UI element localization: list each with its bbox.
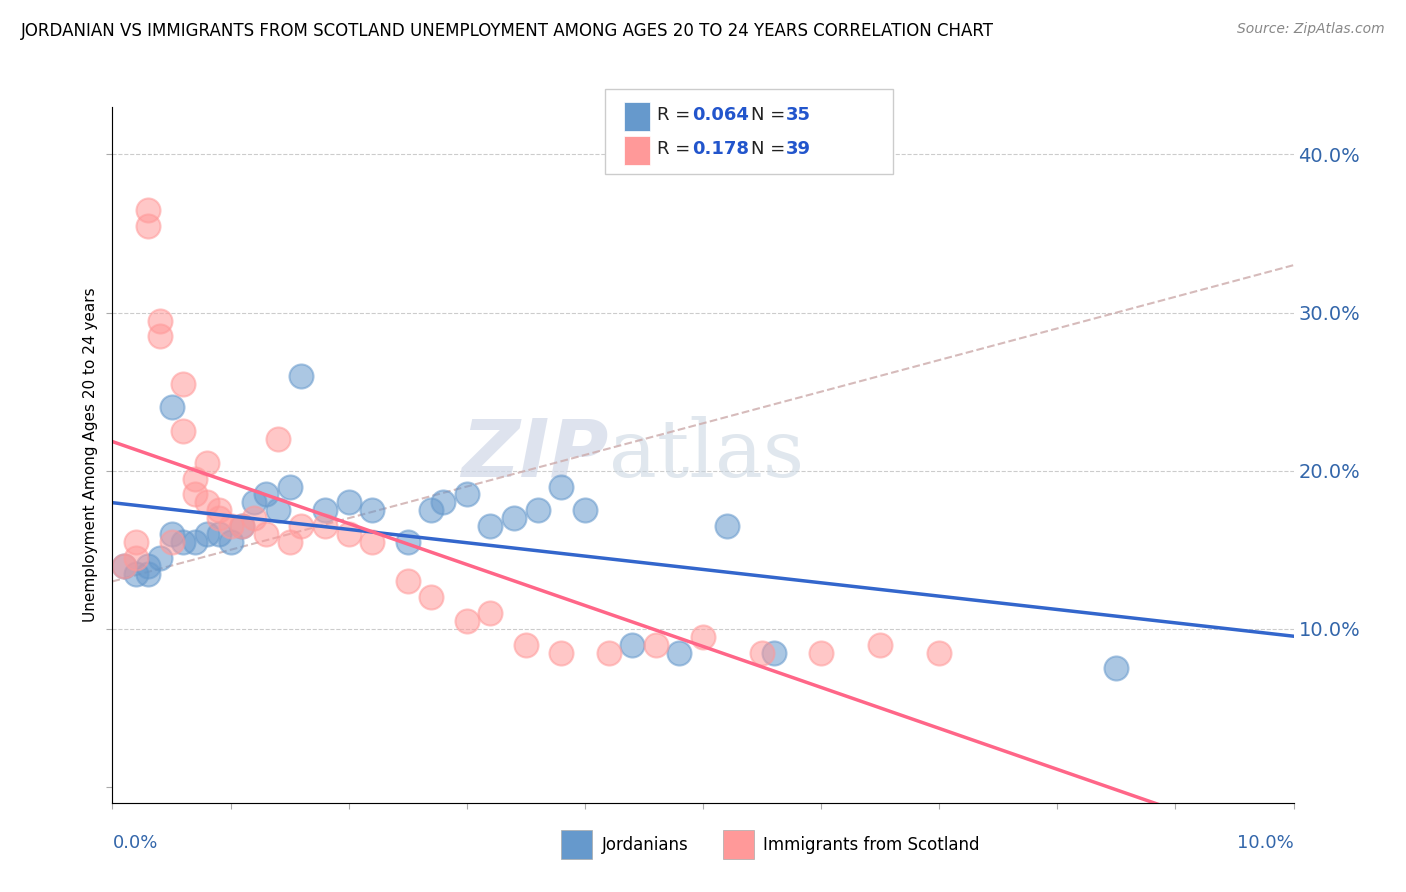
Point: [136, 219, 159, 233]
Point: [243, 511, 266, 525]
Point: [314, 503, 336, 517]
Point: [208, 503, 231, 517]
Point: [361, 534, 384, 549]
Point: [160, 527, 183, 541]
Point: [928, 646, 950, 660]
Text: N =: N =: [751, 140, 790, 158]
Point: [432, 495, 454, 509]
Point: [195, 456, 218, 470]
Point: [278, 479, 301, 493]
Text: Immigrants from Scotland: Immigrants from Scotland: [763, 836, 980, 854]
Point: [125, 566, 148, 581]
Point: [1105, 661, 1128, 675]
Point: [231, 519, 253, 533]
Point: [574, 503, 596, 517]
Text: JORDANIAN VS IMMIGRANTS FROM SCOTLAND UNEMPLOYMENT AMONG AGES 20 TO 24 YEARS COR: JORDANIAN VS IMMIGRANTS FROM SCOTLAND UN…: [21, 22, 994, 40]
Point: [195, 495, 218, 509]
Point: [149, 313, 172, 327]
Point: [136, 558, 159, 573]
Point: [243, 495, 266, 509]
Point: [337, 495, 360, 509]
Point: [396, 574, 419, 589]
Point: [278, 534, 301, 549]
Point: [314, 519, 336, 533]
Text: Source: ZipAtlas.com: Source: ZipAtlas.com: [1237, 22, 1385, 37]
Point: [762, 646, 785, 660]
Text: 0.0%: 0.0%: [112, 834, 157, 852]
Point: [621, 638, 644, 652]
Point: [550, 646, 572, 660]
Point: [208, 527, 231, 541]
Point: [149, 550, 172, 565]
Text: 10.0%: 10.0%: [1237, 834, 1294, 852]
Point: [267, 432, 290, 446]
Point: [751, 646, 773, 660]
Point: [337, 527, 360, 541]
Point: [125, 534, 148, 549]
Point: [136, 566, 159, 581]
Point: [668, 646, 690, 660]
Point: [290, 368, 312, 383]
Text: R =: R =: [657, 105, 696, 123]
Point: [172, 534, 194, 549]
Point: [254, 527, 277, 541]
Point: [172, 424, 194, 438]
Point: [526, 503, 548, 517]
Text: 0.178: 0.178: [692, 140, 749, 158]
Point: [184, 472, 207, 486]
Point: [254, 487, 277, 501]
Point: [112, 558, 135, 573]
Text: 0.064: 0.064: [692, 105, 748, 123]
Point: [184, 487, 207, 501]
Point: [160, 401, 183, 415]
Point: [160, 534, 183, 549]
Point: [550, 479, 572, 493]
Point: [149, 329, 172, 343]
Point: [869, 638, 891, 652]
Point: [456, 487, 478, 501]
Text: Jordanians: Jordanians: [602, 836, 689, 854]
Point: [716, 519, 738, 533]
Text: atlas: atlas: [609, 416, 804, 494]
Text: R =: R =: [657, 140, 696, 158]
Text: 39: 39: [786, 140, 811, 158]
Point: [112, 558, 135, 573]
Point: [644, 638, 666, 652]
Point: [479, 606, 502, 620]
Point: [267, 503, 290, 517]
Point: [396, 534, 419, 549]
Point: [125, 550, 148, 565]
Text: 35: 35: [786, 105, 811, 123]
Point: [231, 519, 253, 533]
Point: [692, 630, 714, 644]
Y-axis label: Unemployment Among Ages 20 to 24 years: Unemployment Among Ages 20 to 24 years: [83, 287, 98, 623]
Point: [184, 534, 207, 549]
Point: [290, 519, 312, 533]
Point: [208, 511, 231, 525]
Point: [195, 527, 218, 541]
Point: [810, 646, 832, 660]
Point: [136, 202, 159, 217]
Text: N =: N =: [751, 105, 790, 123]
Text: ZIP: ZIP: [461, 416, 609, 494]
Point: [420, 503, 443, 517]
Point: [172, 376, 194, 391]
Point: [456, 614, 478, 628]
Point: [420, 591, 443, 605]
Point: [219, 519, 242, 533]
Point: [479, 519, 502, 533]
Point: [515, 638, 537, 652]
Point: [219, 534, 242, 549]
Point: [503, 511, 526, 525]
Point: [598, 646, 620, 660]
Point: [361, 503, 384, 517]
